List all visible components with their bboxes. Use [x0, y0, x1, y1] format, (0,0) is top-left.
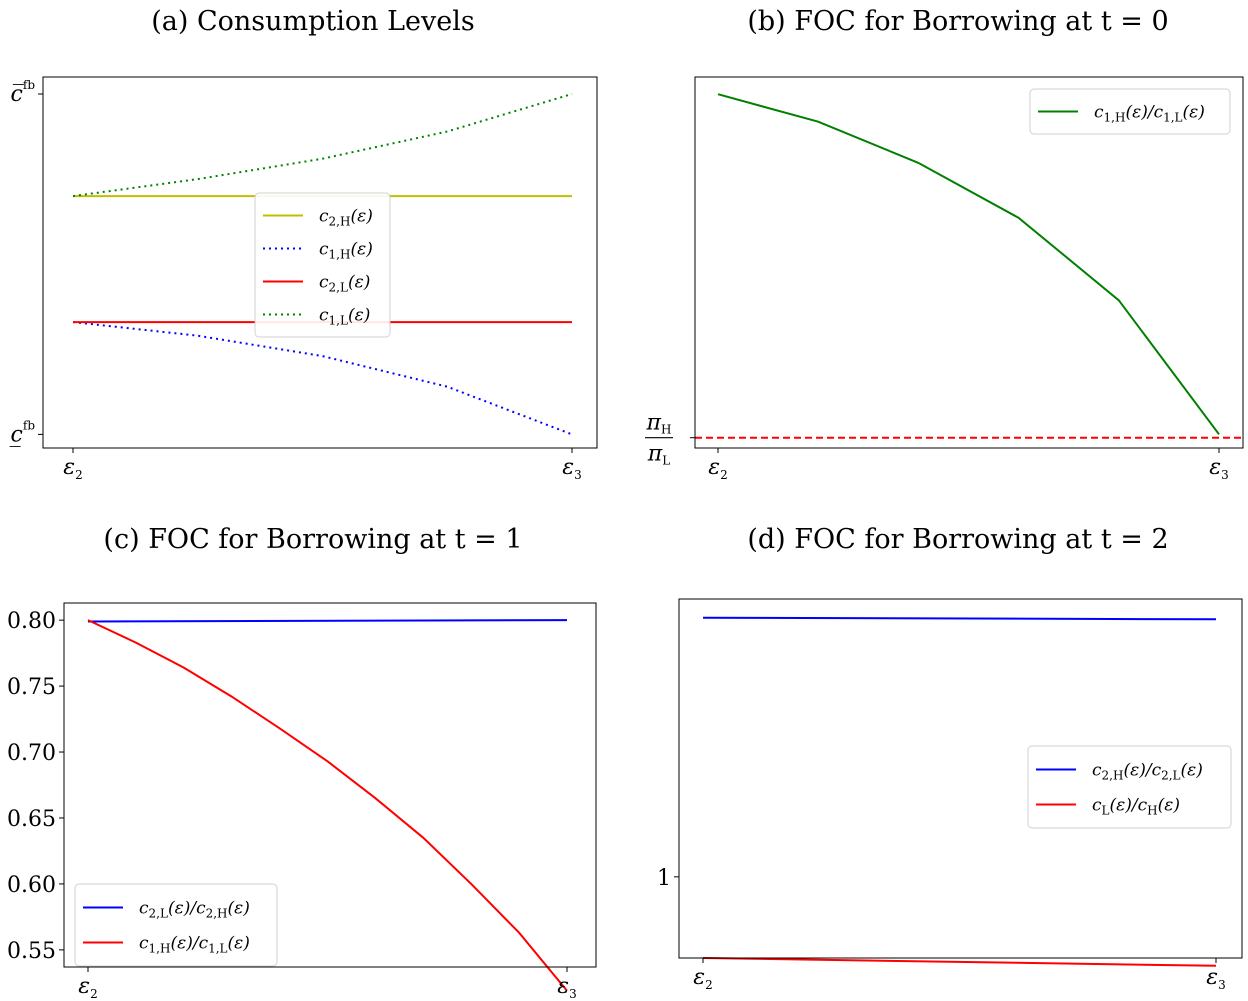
- y-tick-label: c̅fb: [11, 78, 36, 107]
- plot-frame: [42, 76, 598, 449]
- series-line-1: [72, 321, 573, 436]
- y-tick-label: 1: [657, 866, 671, 891]
- plot-frame: [694, 76, 1244, 449]
- series-line-1: [702, 957, 1217, 967]
- x-tick-label: ε2: [708, 455, 727, 482]
- x-tick-label: ε3: [1206, 965, 1225, 992]
- legend-label: c2,H(ε)/c2,L(ε): [1092, 761, 1203, 783]
- plot-frame: [63, 602, 597, 968]
- x-tick-label: ε2: [693, 965, 712, 992]
- panel-a: (a) Consumption Levels ε2 ε3 c̅fb c̲fb c2,H(ε…: [10, 6, 598, 482]
- panel-c: (c) FOC for Borrowing at t = 1 ε2 ε3 0.80 0.…: [7, 524, 597, 1001]
- legend: c1,H(ε)/c1,L(ε): [1029, 88, 1231, 135]
- legend-label: c2,L(ε): [319, 273, 370, 295]
- panel-d: (d) FOC for Borrowing at t = 2 ε2 ε3 1 c2,H(…: [657, 524, 1243, 992]
- x-tick-label: ε3: [562, 455, 581, 482]
- chart-title: (c) FOC for Borrowing at t = 1: [103, 524, 522, 555]
- legend-label: c1,H(ε)/c1,L(ε): [139, 934, 250, 956]
- series-line-0: [702, 616, 1217, 621]
- series-line-1: [87, 619, 568, 992]
- y-tick-label: 0.75: [7, 675, 56, 700]
- legend-box: [74, 883, 278, 967]
- x-tick-label: ε3: [557, 974, 576, 1001]
- legend-label: c1,H(ε): [319, 240, 373, 262]
- legend-label: cL(ε)/cH(ε): [1092, 796, 1180, 818]
- x-tick-label: ε2: [78, 974, 97, 1001]
- chart-title: (d) FOC for Borrowing at t = 2: [747, 524, 1168, 555]
- y-tick-label: 0.65: [7, 807, 56, 832]
- y-tick-label: 0.60: [7, 873, 56, 898]
- x-tick-label: ε3: [1209, 455, 1228, 482]
- legend-label: c2,H(ε): [319, 207, 373, 229]
- y-tick-label: πL: [647, 442, 670, 468]
- legend: c2,H(ε)/c2,L(ε) cL(ε)/cH(ε): [1027, 745, 1232, 829]
- legend-label: c1,L(ε): [319, 306, 370, 328]
- panel-b: (b) FOC for Borrowing at t = 0 ε2 ε3 πH πL c1…: [645, 6, 1244, 482]
- chart-title: (a) Consumption Levels: [151, 6, 475, 37]
- legend: c2,H(ε) c1,H(ε) c2,L(ε) c1,L(ε): [254, 192, 391, 338]
- legend-label: c1,H(ε)/c1,L(ε): [1094, 103, 1205, 125]
- series-line-0: [717, 93, 1220, 435]
- legend-box: [1027, 745, 1232, 829]
- y-tick-label: 0.55: [7, 939, 56, 964]
- y-tick-label: 0.70: [7, 741, 56, 766]
- x-tick-label: ε2: [63, 455, 82, 482]
- series-line-3: [72, 93, 573, 198]
- legend-box: [254, 192, 391, 338]
- legend: c2,L(ε)/c2,H(ε) c1,H(ε)/c1,L(ε): [74, 883, 278, 967]
- y-tick-label: c̲fb: [10, 418, 36, 447]
- series-line-0: [87, 619, 568, 623]
- legend-label: c2,L(ε)/c2,H(ε): [139, 899, 250, 921]
- plot-frame: [678, 598, 1243, 959]
- chart-title: (b) FOC for Borrowing at t = 0: [747, 6, 1168, 37]
- legend-box: [1029, 88, 1231, 135]
- y-tick-label: 0.80: [7, 609, 56, 634]
- y-tick-label: πH: [646, 411, 672, 437]
